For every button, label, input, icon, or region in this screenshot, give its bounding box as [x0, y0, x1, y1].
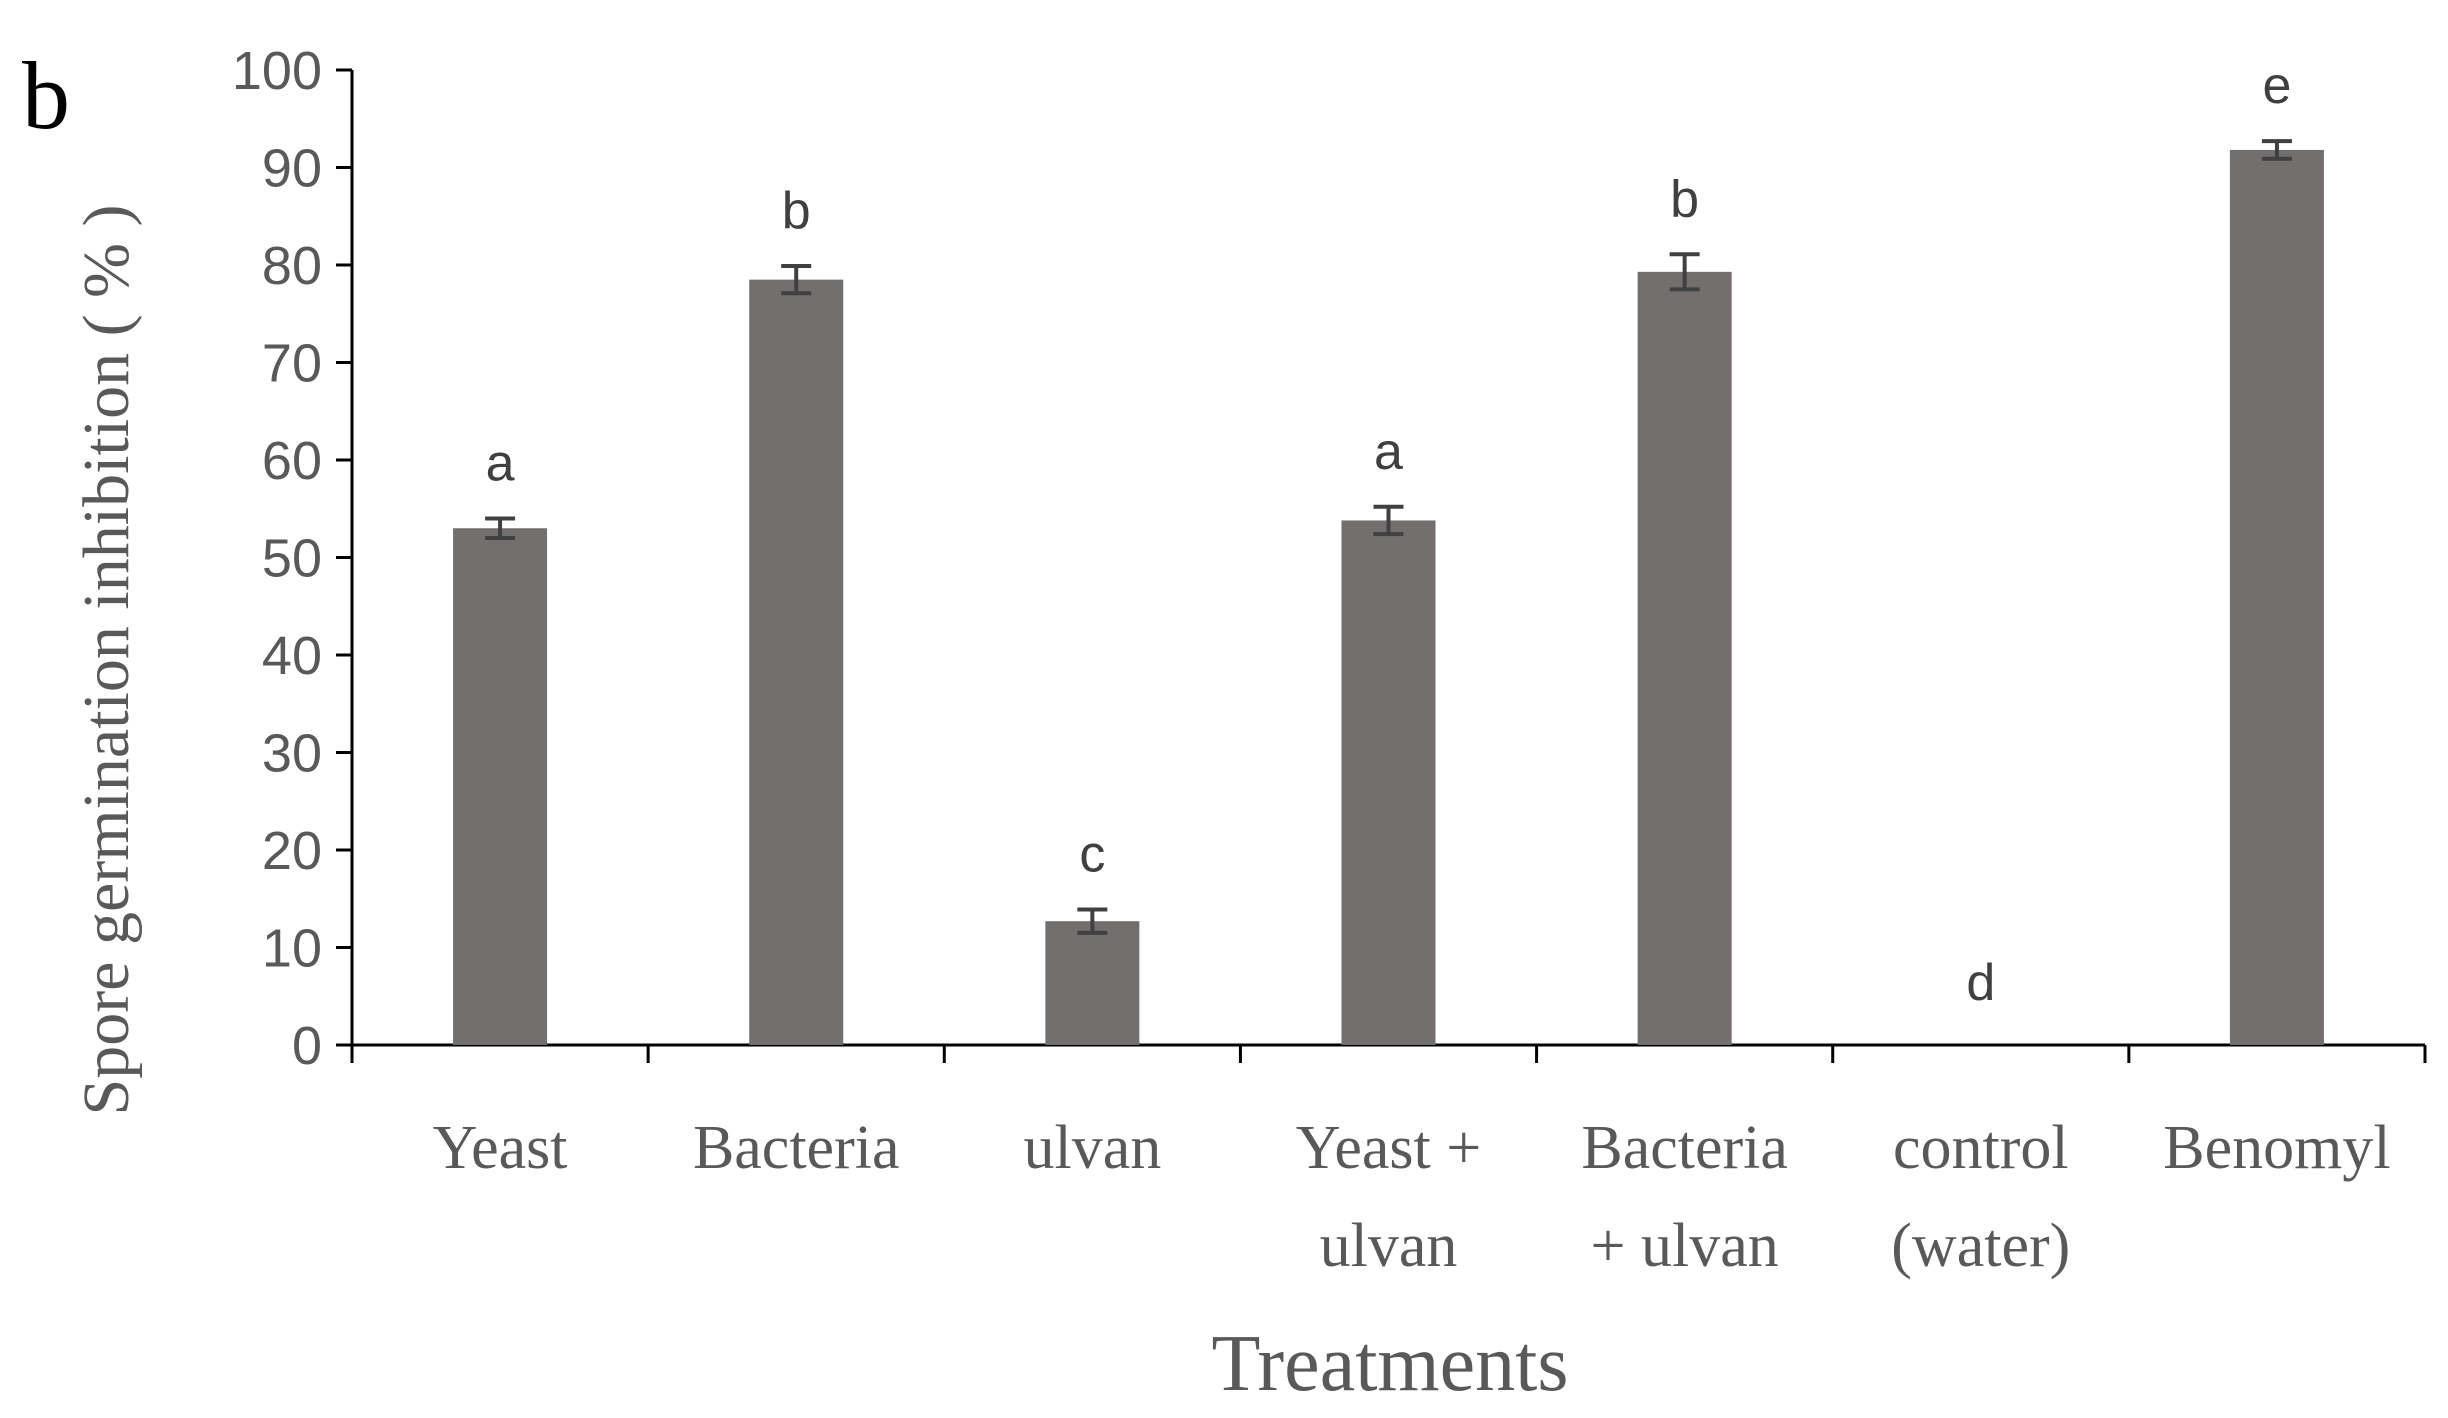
y-tick-label: 0 [292, 1016, 322, 1076]
panel-label: b [22, 42, 70, 149]
bar [1045, 921, 1140, 1045]
error-bars [485, 139, 2292, 935]
significance-letter: b [1670, 170, 1699, 228]
category-label: Bacteria [1581, 1114, 1788, 1182]
significance-letter: c [1079, 825, 1105, 883]
category-label: control [1893, 1114, 2069, 1182]
y-tick-label: 60 [262, 431, 322, 491]
y-tick-label: 20 [262, 821, 322, 881]
bar [453, 528, 548, 1045]
y-axis: 0 10 20 30 40 50 60 70 80 90 100 [232, 41, 354, 1076]
category-label: + ulvan [1591, 1212, 1779, 1280]
y-tick-label: 10 [262, 919, 322, 979]
bars [453, 149, 2324, 1045]
significance-letters: a b c a b d e [486, 57, 2292, 1012]
bar [1341, 520, 1436, 1045]
category-label: (water) [1891, 1212, 2070, 1280]
category-label: Benomyl [2163, 1114, 2390, 1182]
y-tick-label: 100 [232, 41, 322, 101]
y-tick-label: 80 [262, 236, 322, 296]
y-tick-label: 70 [262, 334, 322, 394]
y-tick-label: 90 [262, 139, 322, 199]
y-axis-title: Spore germination inhibition ( % ) [70, 204, 143, 1115]
bar [1637, 271, 1732, 1045]
x-axis [350, 1043, 2427, 1063]
category-label: ulvan [1023, 1114, 1161, 1182]
significance-letter: a [486, 435, 515, 493]
significance-letter: a [1374, 423, 1403, 481]
category-labels: Yeast Bacteria ulvan Yeast + ulvan Bacteria + … [433, 1114, 2391, 1280]
bar [2229, 149, 2324, 1045]
category-label: Yeast [433, 1114, 568, 1182]
category-label: Bacteria [693, 1114, 900, 1182]
significance-letter: b [782, 182, 811, 240]
bar [749, 279, 844, 1045]
significance-letter: d [1966, 954, 1995, 1012]
category-label: ulvan [1320, 1212, 1458, 1280]
x-axis-title: Treatments [1211, 1320, 1568, 1408]
category-label: Yeast + [1296, 1114, 1481, 1182]
y-tick-label: 50 [262, 529, 322, 589]
y-tick-label: 30 [262, 724, 322, 784]
significance-letter: e [2262, 57, 2291, 115]
y-tick-label: 40 [262, 626, 322, 686]
